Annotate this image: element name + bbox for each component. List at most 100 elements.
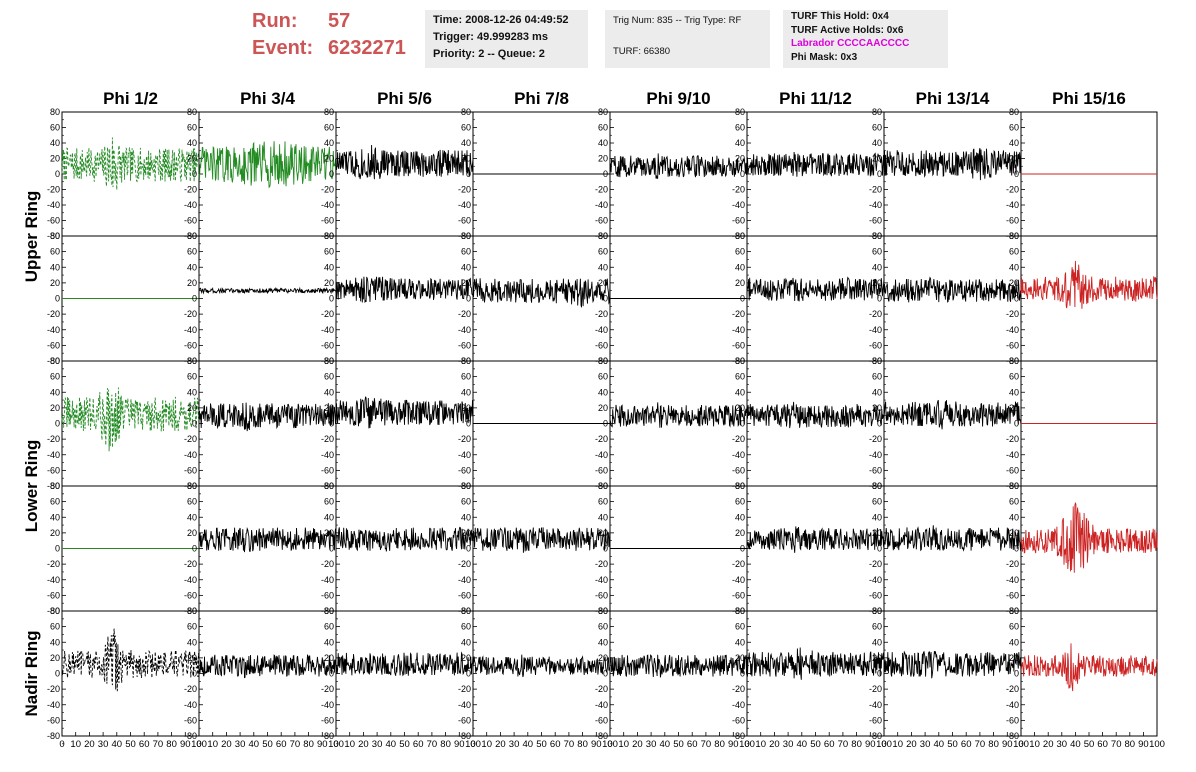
y-tick-label: 20 [50, 653, 60, 663]
x-tick-label: 90 [728, 739, 739, 750]
run-label: Run: [252, 10, 298, 32]
priority-text: Priority: 2 -- Queue: 2 [433, 48, 545, 60]
waveform-r5-c5 [609, 654, 748, 678]
y-tick-label: 80 [461, 481, 471, 491]
y-tick-label: 80 [598, 481, 608, 491]
y-tick-label: 60 [872, 372, 882, 382]
y-tick-label: -40 [1006, 700, 1019, 710]
y-tick-label: -60 [1006, 216, 1019, 226]
y-tick-label: -40 [458, 325, 471, 335]
y-tick-label: -40 [47, 575, 60, 585]
y-tick-label: 80 [50, 606, 60, 616]
y-tick-label: 40 [461, 138, 471, 148]
y-tick-label: 80 [1009, 481, 1019, 491]
y-tick-label: -20 [321, 185, 334, 195]
y-tick-label: 0 [603, 294, 608, 304]
y-tick-label: 0 [1014, 419, 1019, 429]
y-tick-label: -20 [595, 434, 608, 444]
y-tick-label: 20 [50, 278, 60, 288]
y-tick-label: 0 [603, 169, 608, 179]
y-tick-label: 0 [603, 544, 608, 554]
y-tick-label: 40 [735, 512, 745, 522]
labrador-text: Labrador CCCCAACCCC [791, 38, 910, 49]
y-tick-label: 20 [872, 528, 882, 538]
run-event-block: Run: 57 Event: 6232271 [252, 8, 406, 62]
x-tick-label: 70 [701, 739, 712, 750]
turf-text: TURF: 66380 [613, 46, 671, 57]
y-tick-label: -40 [595, 575, 608, 585]
x-tick-label: 20 [84, 739, 95, 750]
y-tick-label: 20 [187, 653, 197, 663]
y-tick-label: -40 [321, 200, 334, 210]
y-tick-label: 40 [461, 387, 471, 397]
trigger-text: Trigger: 49.999283 ms [433, 31, 548, 43]
y-tick-label: -60 [1006, 715, 1019, 725]
x-tick-label: 80 [303, 739, 314, 750]
x-tick-label: 40 [523, 739, 534, 750]
y-tick-label: 40 [872, 262, 882, 272]
x-tick-label: 80 [714, 739, 725, 750]
y-tick-label: -40 [458, 200, 471, 210]
y-tick-label: 60 [50, 497, 60, 507]
y-tick-label: -20 [184, 185, 197, 195]
y-tick-label: -60 [321, 216, 334, 226]
x-tick-label: 10 [755, 739, 766, 750]
y-tick-label: 80 [1009, 231, 1019, 241]
y-tick-label: 60 [1009, 622, 1019, 632]
y-tick-label: 80 [50, 231, 60, 241]
y-tick-label: 40 [187, 262, 197, 272]
y-tick-label: -40 [595, 325, 608, 335]
y-tick-label: 20 [187, 278, 197, 288]
column-title-5: Phi 9/10 [646, 89, 710, 108]
y-tick-label: 20 [598, 528, 608, 538]
y-tick-label: -20 [458, 684, 471, 694]
y-tick-label: -60 [732, 340, 745, 350]
column-title-4: Phi 7/8 [514, 89, 569, 108]
x-tick-label: 30 [235, 739, 246, 750]
run-value: 57 [328, 10, 351, 32]
y-tick-label: 80 [187, 481, 197, 491]
y-tick-label: -60 [869, 340, 882, 350]
y-tick-label: 0 [466, 169, 471, 179]
y-tick-label: -20 [732, 185, 745, 195]
y-tick-label: 20 [324, 403, 334, 413]
y-tick-label: 60 [1009, 123, 1019, 133]
x-tick-label: 80 [166, 739, 177, 750]
x-tick-label: 10 [344, 739, 355, 750]
y-tick-label: -60 [184, 340, 197, 350]
y-tick-label: 20 [1009, 403, 1019, 413]
x-tick-label: 50 [125, 739, 136, 750]
y-tick-label: 20 [872, 403, 882, 413]
waveform-r5-c6 [746, 647, 885, 680]
y-tick-label: 60 [598, 123, 608, 133]
x-tick-label: 20 [769, 739, 780, 750]
y-tick-label: 40 [461, 637, 471, 647]
y-tick-label: -20 [869, 559, 882, 569]
y-tick-label: 40 [735, 262, 745, 272]
y-tick-label: 60 [735, 247, 745, 257]
x-tick-label: 60 [550, 739, 561, 750]
y-tick-label: -40 [595, 700, 608, 710]
y-tick-label: 0 [740, 544, 745, 554]
y-tick-label: 20 [461, 653, 471, 663]
y-tick-label: 60 [324, 497, 334, 507]
y-tick-label: 0 [603, 419, 608, 429]
x-tick-label: 90 [865, 739, 876, 750]
y-tick-label: -20 [595, 309, 608, 319]
y-tick-label: 20 [598, 154, 608, 164]
y-tick-label: -60 [732, 715, 745, 725]
x-tick-label: 50 [947, 739, 958, 750]
y-tick-label: 40 [324, 637, 334, 647]
y-tick-label: -40 [184, 575, 197, 585]
y-tick-label: -60 [47, 590, 60, 600]
y-tick-label: 60 [1009, 247, 1019, 257]
y-tick-label: 0 [329, 669, 334, 679]
y-tick-label: 0 [329, 419, 334, 429]
x-tick-label: 90 [1138, 739, 1149, 750]
x-tick-label: 60 [413, 739, 424, 750]
y-tick-label: 0 [1014, 169, 1019, 179]
waveform-r2-c8 [1020, 260, 1158, 309]
y-tick-label: 80 [50, 107, 60, 117]
y-tick-label: 40 [1009, 637, 1019, 647]
ring-label-2: Lower Ring [22, 440, 41, 533]
